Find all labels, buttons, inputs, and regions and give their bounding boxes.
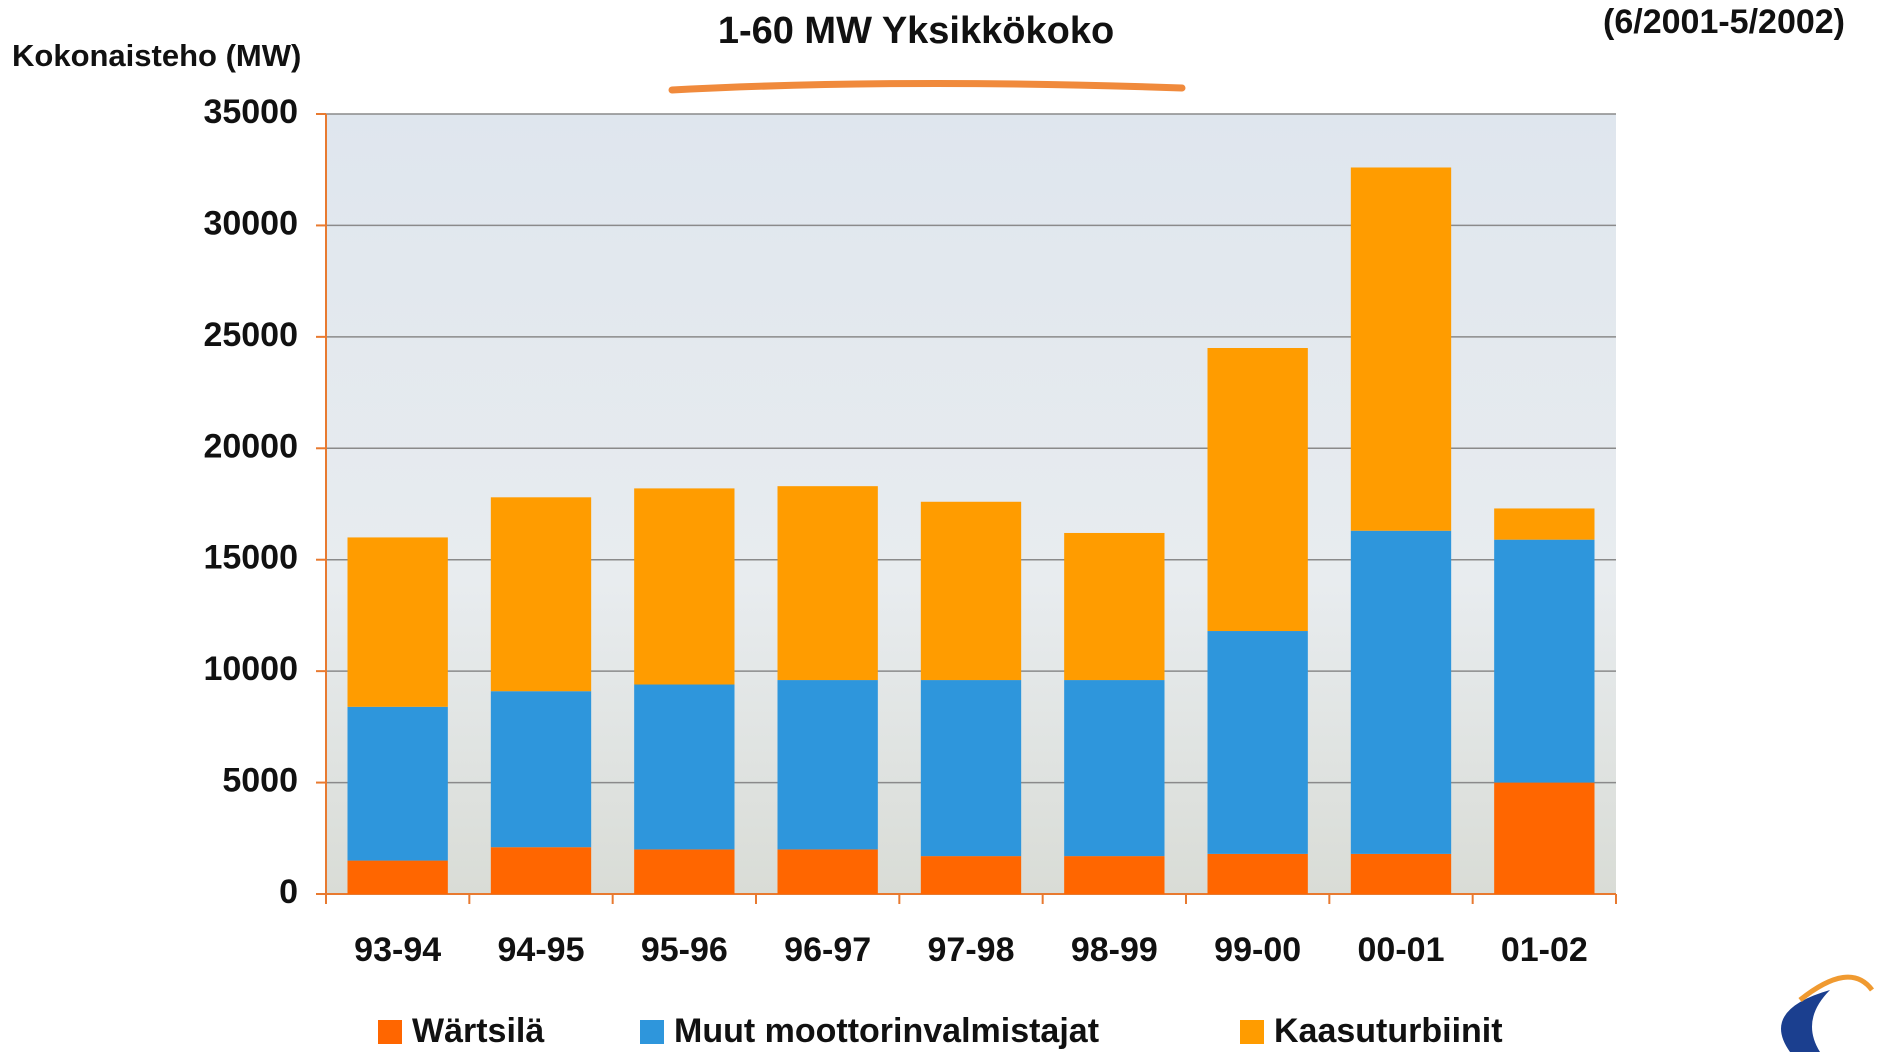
bar-segment [347, 537, 448, 707]
y-tick-label: 20000 [203, 427, 298, 465]
x-tick-label: 98-99 [1071, 931, 1158, 969]
bar-segment [777, 849, 878, 894]
bar-segment [490, 847, 592, 894]
bar-segment [1064, 532, 1165, 681]
x-tick-label: 00-01 [1358, 931, 1445, 969]
x-tick-label: 96-97 [784, 931, 871, 969]
x-tick-label: 93-94 [354, 931, 441, 969]
bar-segment [634, 488, 735, 685]
bar-segment [1064, 680, 1165, 857]
bar-segment [634, 684, 735, 850]
y-tick-label: 25000 [203, 316, 298, 354]
bar-segment [1350, 530, 1452, 854]
bar-segment [1494, 539, 1595, 783]
x-tick-label: 97-98 [928, 931, 1015, 969]
bar-segment [1350, 853, 1452, 894]
chart-subtitle: (6/2001-5/2002) [1603, 3, 1845, 41]
x-tick-label: 01-02 [1501, 931, 1588, 969]
bar-segment [634, 849, 735, 894]
bar-segment [777, 680, 878, 850]
title-underline [668, 79, 1186, 94]
logo [1781, 974, 1875, 1052]
y-tick-label: 0 [279, 873, 298, 911]
y-tick-label: 15000 [203, 539, 298, 577]
legend-swatch [1240, 1020, 1264, 1044]
bar-segment [1207, 853, 1308, 894]
bar-segment [920, 680, 1022, 857]
legend-label: Muut moottorinvalmistajat [674, 1012, 1099, 1050]
bar-segment [347, 860, 448, 894]
bar-segment [490, 691, 592, 848]
bar-segment [490, 497, 592, 692]
bar-segment [1064, 856, 1165, 894]
bar-segment [1350, 167, 1452, 531]
legend-label: Kaasuturbiinit [1274, 1012, 1503, 1050]
y-tick-label: 10000 [203, 650, 298, 688]
x-tick-label: 95-96 [641, 931, 728, 969]
bar-segment [347, 706, 448, 861]
y-tick-label: 5000 [222, 762, 298, 800]
bar-segment [1494, 782, 1595, 894]
bar-segment [920, 856, 1022, 894]
y-tick-label: 35000 [203, 93, 298, 131]
bar-segment [920, 501, 1022, 681]
legend-swatch [378, 1020, 402, 1044]
y-axis-label: Kokonaisteho (MW) [12, 38, 301, 73]
bar-segment [1207, 631, 1308, 854]
bar-segment [777, 486, 878, 681]
chart-title: 1-60 MW Yksikkökoko [718, 10, 1114, 52]
legend-swatch [640, 1020, 664, 1044]
bar-segment [1494, 508, 1595, 540]
x-tick-label: 99-00 [1214, 931, 1301, 969]
legend-label: Wärtsilä [412, 1012, 544, 1050]
bar-segment [1207, 348, 1308, 632]
y-tick-label: 30000 [203, 204, 298, 242]
x-tick-label: 94-95 [498, 931, 585, 969]
